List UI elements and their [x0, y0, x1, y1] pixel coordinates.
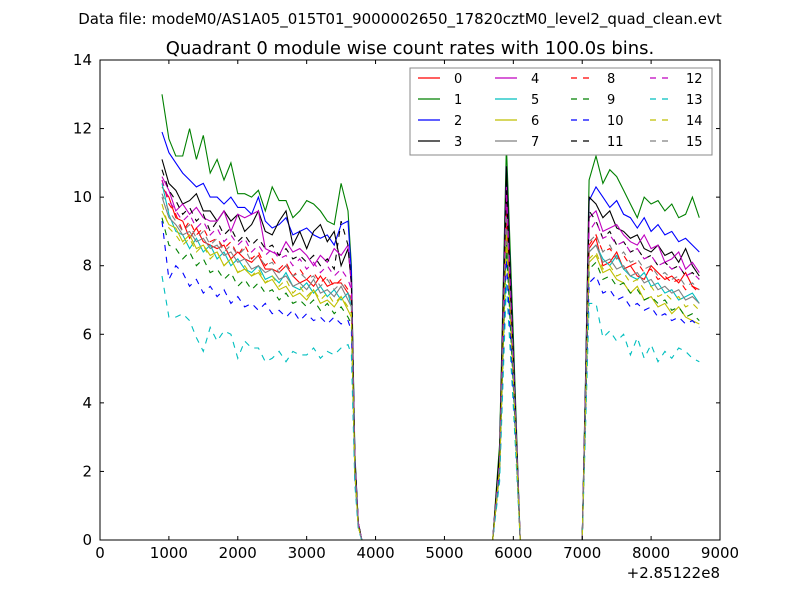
legend-label-7: 7	[531, 135, 539, 150]
y-tick-label: 6	[82, 325, 92, 343]
plot-frame	[99, 59, 721, 541]
legend-label-1: 1	[454, 93, 462, 108]
legend-box	[409, 67, 713, 156]
x-tick-label: 7000	[563, 544, 601, 562]
legend-label-13: 13	[686, 93, 703, 108]
y-tick-label: 8	[82, 257, 92, 275]
y-tick-label: 12	[73, 120, 92, 138]
legend-label-12: 12	[686, 72, 703, 87]
legend-label-8: 8	[607, 72, 615, 87]
series-line-9	[161, 217, 700, 541]
x-tick-label: 4000	[356, 544, 394, 562]
y-tick-label: 2	[82, 462, 92, 480]
legend-label-5: 5	[531, 93, 539, 108]
y-tick-label: 14	[73, 51, 92, 69]
legend-label-0: 0	[454, 72, 462, 87]
x-tick-label: 9000	[701, 544, 739, 562]
series-group	[161, 94, 700, 541]
chart-title: Quadrant 0 module wise count rates with …	[166, 38, 655, 59]
x-tick-label: 0	[95, 544, 105, 562]
legend-label-9: 9	[607, 93, 615, 108]
legend-label-10: 10	[607, 114, 624, 129]
x-tick-label: 8000	[632, 544, 670, 562]
x-tick-label: 3000	[288, 544, 326, 562]
y-tick-label: 4	[82, 394, 92, 412]
legend-label-14: 14	[686, 114, 703, 129]
series-line-11	[161, 169, 700, 541]
y-tick-label: 0	[82, 531, 92, 549]
legend-label-3: 3	[454, 135, 462, 150]
legend-label-4: 4	[531, 72, 539, 87]
x-offset-label: +2.85122e8	[627, 564, 720, 582]
series-line-13	[161, 275, 700, 541]
x-tick-label: 5000	[425, 544, 463, 562]
y-tick-label: 10	[73, 188, 92, 206]
legend-label-11: 11	[607, 135, 624, 150]
x-tick-label: 6000	[494, 544, 532, 562]
series-line-8	[161, 179, 700, 541]
x-tick-label: 2000	[219, 544, 257, 562]
legend-label-15: 15	[686, 135, 703, 150]
data-file-caption: Data file: modeM0/AS1A05_015T01_90000026…	[78, 10, 722, 29]
legend-label-6: 6	[531, 114, 539, 129]
legend-label-2: 2	[454, 114, 462, 129]
series-line-15	[161, 193, 700, 541]
plot-area: 0 1000 2000 3000 4000 5000 6000 7000 8000 9000 0 2 4…	[73, 51, 739, 562]
x-tick-label: 1000	[150, 544, 188, 562]
